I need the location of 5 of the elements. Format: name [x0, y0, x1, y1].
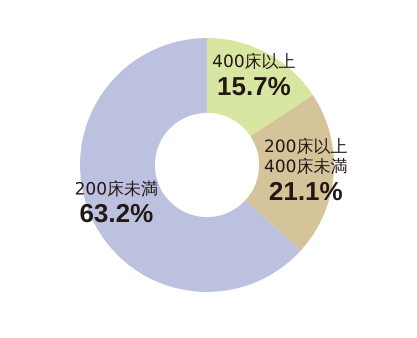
slice-label: 400床以上	[212, 52, 296, 72]
slice-label: 200床未満	[74, 179, 158, 200]
data-label: 15.7%	[217, 70, 291, 101]
data-label: 63.2%	[79, 198, 154, 228]
slice-label: 200床以上 400床未満	[264, 137, 348, 178]
